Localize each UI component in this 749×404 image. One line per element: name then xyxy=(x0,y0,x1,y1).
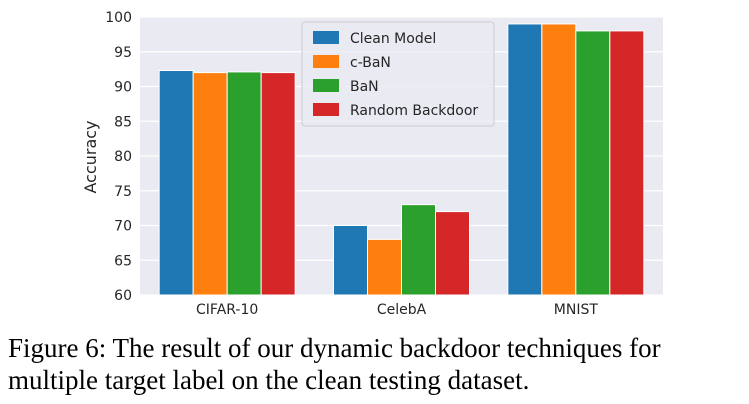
x-tick-label: MNIST xyxy=(554,302,599,318)
legend-swatch xyxy=(313,103,339,116)
y-tick-label: 70 xyxy=(114,219,132,235)
figure-caption: Figure 6: The result of our dynamic back… xyxy=(8,333,661,395)
legend-label: Clean Model xyxy=(350,31,436,47)
bar-c-ban-celeba xyxy=(367,238,402,296)
y-tick-label: 80 xyxy=(114,149,132,165)
legend-swatch xyxy=(313,31,339,44)
bar-c-ban-mnist xyxy=(541,23,577,296)
legend: Clean Model c-BaN BaN Random Backdoor xyxy=(301,21,495,127)
y-tick-label: 65 xyxy=(114,253,132,269)
bar-clean-model-celeba xyxy=(333,225,368,296)
y-tick-label: 95 xyxy=(114,45,132,61)
y-tick-label: 60 xyxy=(114,288,132,304)
x-tick-labels: CIFAR-10 CelebA MNIST xyxy=(196,302,598,318)
y-tick-label: 85 xyxy=(114,114,132,130)
bar-random-backdoor-celeba xyxy=(435,211,470,296)
x-tick-label: CelebA xyxy=(377,302,427,318)
legend-label: BaN xyxy=(350,79,379,95)
bar-c-ban-cifar-10 xyxy=(192,72,228,296)
legend-label: c-BaN xyxy=(350,55,391,71)
legend-box xyxy=(301,21,495,127)
x-tick-label: CIFAR-10 xyxy=(196,302,258,318)
y-tick-label: 90 xyxy=(114,80,132,96)
bar-clean-model-mnist xyxy=(507,23,543,296)
bar-ban-mnist xyxy=(575,30,611,296)
y-axis-label: Accuracy xyxy=(81,120,100,193)
bar-random-backdoor-mnist xyxy=(609,30,645,296)
legend-label: Random Backdoor xyxy=(350,103,478,119)
bars xyxy=(158,23,645,296)
y-tick-label: 75 xyxy=(114,184,132,200)
legend-swatch xyxy=(313,79,339,92)
y-tick-label: 100 xyxy=(105,10,132,26)
bar-ban-celeba xyxy=(401,204,436,296)
legend-swatch xyxy=(313,55,339,68)
bar-random-backdoor-cifar-10 xyxy=(260,72,296,296)
y-tick-labels: 60 65 70 75 80 85 90 95 100 xyxy=(105,10,132,304)
bar-ban-cifar-10 xyxy=(226,71,262,296)
bar-clean-model-cifar-10 xyxy=(158,70,194,296)
